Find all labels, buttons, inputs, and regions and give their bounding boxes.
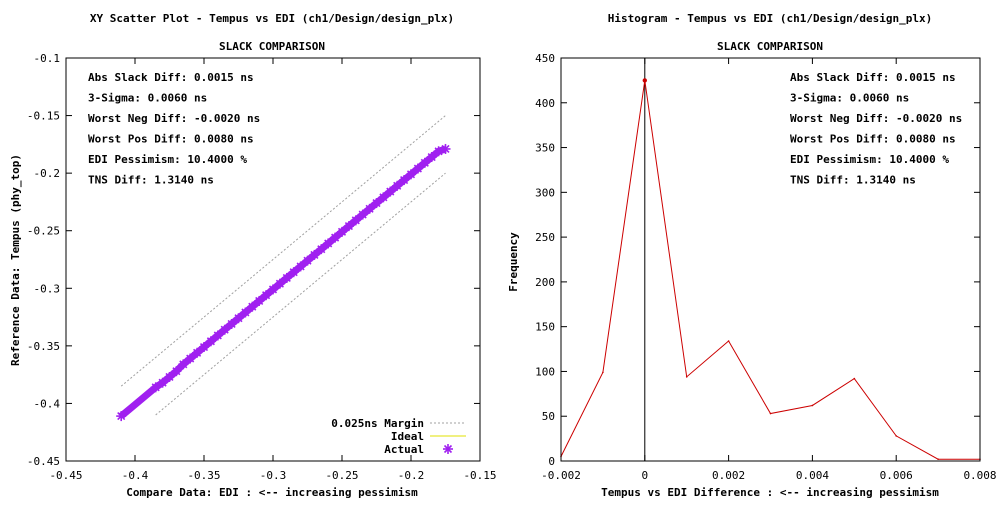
histogram-stat-line: EDI Pessimism: 10.4000 % [790,153,949,166]
histogram-stat-line: Abs Slack Diff: 0.0015 ns [790,71,956,84]
histogram-point [602,371,604,374]
histogram-x-tick-label: 0.004 [796,469,829,482]
scatter-stat-line: Worst Pos Diff: 0.0080 ns [88,133,254,146]
histogram-x-tick-label: 0.002 [712,469,745,482]
histogram-stat-line: Worst Neg Diff: -0.0020 ns [790,112,962,125]
scatter-subtitle: SLACK COMPARISON [219,40,325,53]
scatter-x-tick-label: -0.2 [398,469,425,482]
legend-actual-marker [443,444,453,454]
histogram-stat-line: TNS Diff: 1.3140 ns [790,174,916,187]
histogram-y-tick-label: 450 [535,52,555,65]
histogram-y-tick-label: 50 [542,410,555,423]
histogram-x-tick-labels: -0.002 0 0.002 0.004 0.006 0.008 [541,469,996,482]
scatter-stat-line: 3-Sigma: 0.0060 ns [88,92,207,105]
scatter-y-tick-label: -0.35 [27,340,60,353]
histogram-stat-line: Worst Pos Diff: 0.0080 ns [790,133,956,146]
scatter-x-tick-label: -0.25 [325,469,358,482]
scatter-actual-band [118,145,447,419]
scatter-legend-label: Actual [384,443,424,456]
histogram-y-tick-label: 100 [535,365,555,378]
scatter-chart: XY Scatter Plot - Tempus vs EDI (ch1/Des… [9,12,497,499]
scatter-legend-label: Ideal [391,430,424,443]
scatter-x-tick-label: -0.3 [260,469,287,482]
scatter-y-tick-label: -0.2 [34,167,61,180]
histogram-y-axis-label: Frequency [507,232,520,292]
histogram-x-tick-label: 0.008 [963,469,996,482]
scatter-x-tick-label: -0.35 [187,469,220,482]
scatter-stats-box: Abs Slack Diff: 0.0015 ns 3-Sigma: 0.0060… [88,71,260,187]
histogram-stat-line: 3-Sigma: 0.0060 ns [790,92,909,105]
scatter-y-tick-labels: -0.45 -0.4 -0.35 -0.3 -0.25 -0.2 -0.15 -0.1 [27,52,60,468]
scatter-margin-line [155,172,446,416]
scatter-x-tick-label: -0.15 [463,469,496,482]
histogram-x-tick-label: 0.006 [880,469,913,482]
histogram-plot-frame [560,57,981,462]
histogram-point [853,377,856,380]
histogram-y-tick-label: 0 [548,455,555,468]
scatter-stat-line: Worst Neg Diff: -0.0020 ns [88,112,260,125]
scatter-stat-line: EDI Pessimism: 10.4000 % [88,153,247,166]
histogram-stats-box: Abs Slack Diff: 0.0015 ns 3-Sigma: 0.0060… [790,71,962,187]
histogram-point [727,340,730,342]
histogram-y-tick-label: 200 [535,276,555,289]
scatter-y-axis-label: Reference Data: Tempus (phy_top) [9,154,22,366]
scatter-points [116,143,451,422]
scatter-x-axis-label: Compare Data: EDI : <-- increasing pessi… [126,486,418,499]
scatter-plot-frame [65,57,481,462]
histogram-point [895,435,897,437]
scatter-x-tick-labels: -0.45 -0.4 -0.35 -0.3 -0.25 -0.2 -0.15 [49,469,496,482]
histogram-y-tick-label: 150 [535,321,555,334]
histogram-point [811,404,814,407]
scatter-x-tick-label: -0.45 [49,469,82,482]
histogram-point [685,376,688,378]
scatter-y-tick-label: -0.4 [34,397,61,410]
histogram-chart: Histogram - Tempus vs EDI (ch1/Design/de… [507,12,997,499]
histogram-point [937,458,939,461]
scatter-y-tick-label: -0.1 [34,52,61,65]
scatter-stat-line: Abs Slack Diff: 0.0015 ns [88,71,254,84]
histogram-x-tick-label: -0.002 [541,469,581,482]
histogram-y-tick-label: 250 [535,231,555,244]
scatter-legend-label: 0.025ns Margin [331,417,424,430]
histogram-subtitle: SLACK COMPARISON [717,40,823,53]
histogram-x-axis-label: Tempus vs EDI Difference : <-- increasin… [601,486,939,499]
scatter-y-tick-label: -0.25 [27,225,60,238]
histogram-title: Histogram - Tempus vs EDI (ch1/Design/de… [608,12,933,25]
histogram-y-tick-label: 350 [535,142,555,155]
scatter-title: XY Scatter Plot - Tempus vs EDI (ch1/Des… [90,12,454,25]
histogram-point [769,412,772,415]
scatter-stat-line: TNS Diff: 1.3140 ns [88,174,214,187]
histogram-y-tick-label: 400 [535,97,555,110]
scatter-y-tick-label: -0.45 [27,455,60,468]
histogram-x-tick-label: 0 [641,469,648,482]
scatter-x-tick-label: -0.4 [122,469,149,482]
scatter-y-tick-label: -0.15 [27,110,60,123]
histogram-y-tick-label: 300 [535,186,555,199]
scatter-y-tick-label: -0.3 [34,282,61,295]
histogram-y-tick-labels: 0 50 100 150 200 250 300 350 400 450 [535,52,555,468]
histogram-point [642,78,647,83]
